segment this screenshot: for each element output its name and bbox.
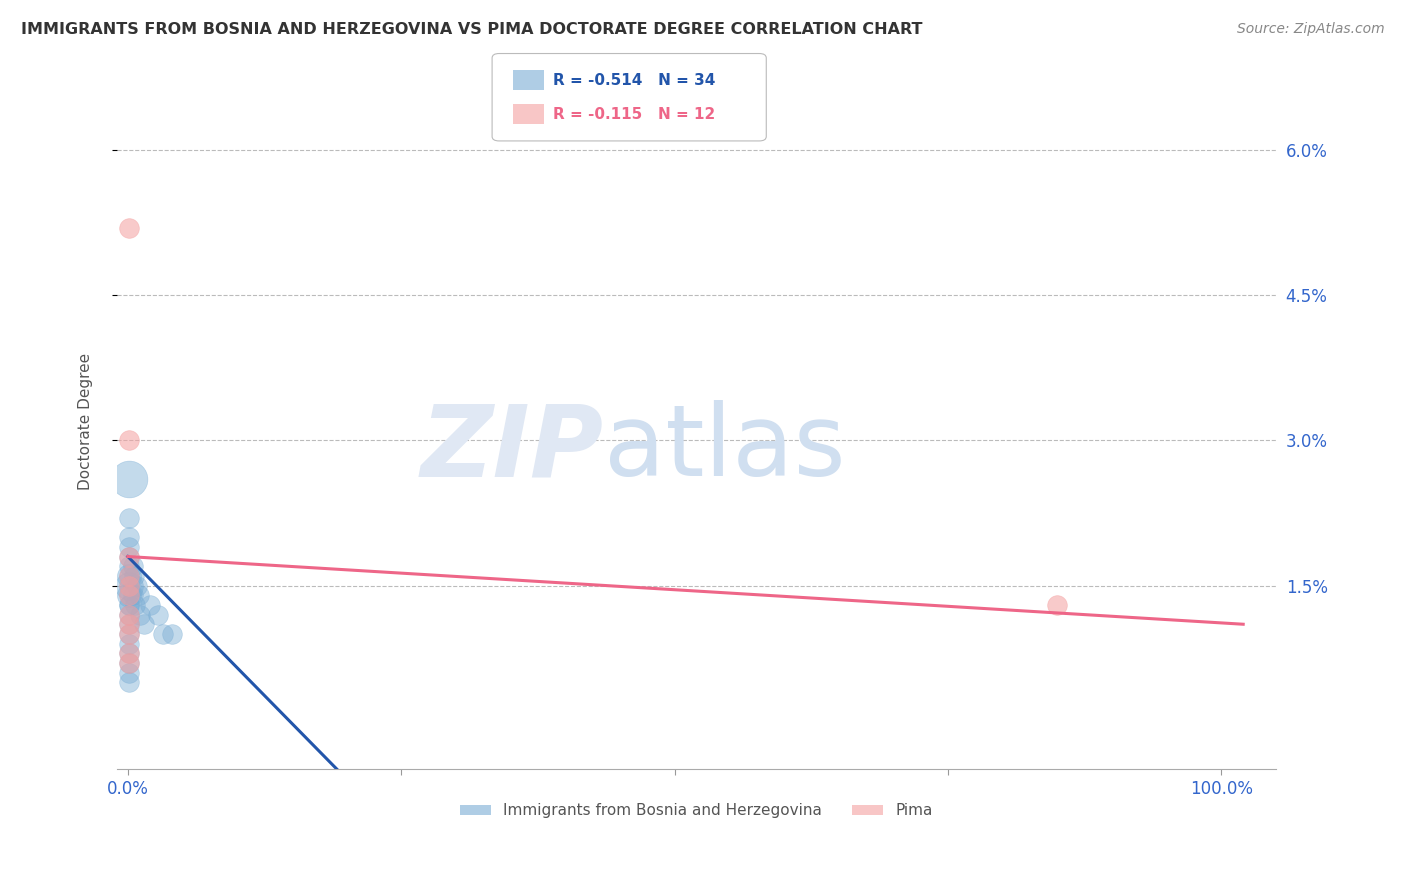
Point xyxy=(118,607,141,622)
Point xyxy=(118,607,141,622)
Point xyxy=(118,656,141,670)
Point xyxy=(118,646,141,660)
Text: Source: ZipAtlas.com: Source: ZipAtlas.com xyxy=(1237,22,1385,37)
Y-axis label: Doctorate Degree: Doctorate Degree xyxy=(79,352,93,490)
Point xyxy=(118,588,141,602)
Text: R = -0.115   N = 12: R = -0.115 N = 12 xyxy=(553,107,714,121)
Point xyxy=(160,627,183,641)
Point xyxy=(118,675,141,690)
Point xyxy=(118,578,141,592)
Point xyxy=(118,588,141,602)
Point xyxy=(118,559,141,574)
Point xyxy=(124,569,146,583)
Point xyxy=(118,627,141,641)
Point xyxy=(118,578,141,592)
Point xyxy=(118,549,141,564)
Point xyxy=(134,617,156,632)
Point xyxy=(118,578,141,592)
Text: IMMIGRANTS FROM BOSNIA AND HERZEGOVINA VS PIMA DOCTORATE DEGREE CORRELATION CHAR: IMMIGRANTS FROM BOSNIA AND HERZEGOVINA V… xyxy=(21,22,922,37)
Point xyxy=(118,598,141,612)
Point xyxy=(118,530,141,544)
Point xyxy=(118,472,141,486)
Point xyxy=(118,549,141,564)
Point xyxy=(128,607,150,622)
Point xyxy=(148,607,170,622)
Point xyxy=(118,646,141,660)
Point xyxy=(118,598,141,612)
Point xyxy=(118,540,141,554)
Text: atlas: atlas xyxy=(603,401,845,498)
Point xyxy=(118,627,141,641)
Point xyxy=(118,617,141,632)
Point xyxy=(152,627,174,641)
Point xyxy=(122,559,145,574)
Point xyxy=(125,578,148,592)
Text: R = -0.514   N = 34: R = -0.514 N = 34 xyxy=(553,73,714,87)
Point xyxy=(118,617,141,632)
Point xyxy=(118,511,141,525)
Point xyxy=(122,588,145,602)
Point xyxy=(118,656,141,670)
Point xyxy=(118,434,141,448)
Point xyxy=(118,220,141,235)
Point xyxy=(118,569,141,583)
Point xyxy=(118,588,141,602)
Point xyxy=(118,569,141,583)
Point xyxy=(118,637,141,651)
Point xyxy=(124,598,146,612)
Point xyxy=(118,665,141,680)
Point xyxy=(118,569,141,583)
Legend: Immigrants from Bosnia and Herzegovina, Pima: Immigrants from Bosnia and Herzegovina, … xyxy=(454,797,939,824)
Point xyxy=(1046,598,1069,612)
Text: ZIP: ZIP xyxy=(420,401,603,498)
Point xyxy=(128,588,150,602)
Point xyxy=(138,598,160,612)
